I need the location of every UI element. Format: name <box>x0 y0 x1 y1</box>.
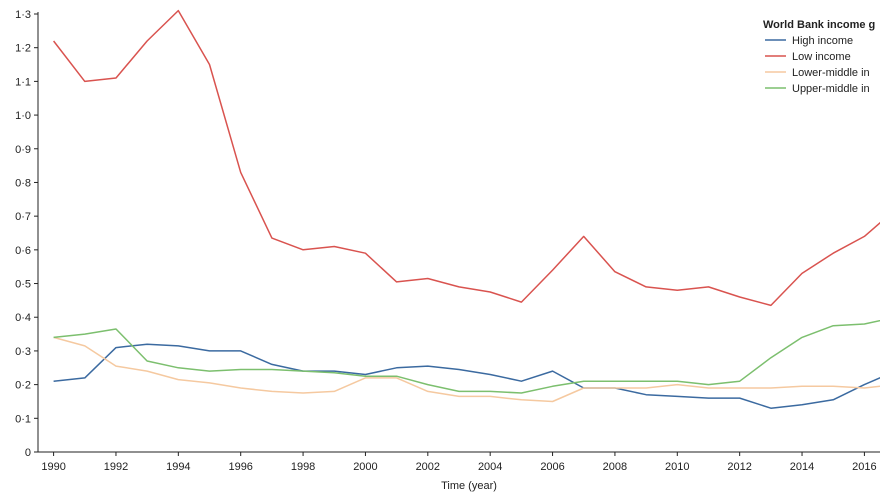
y-tick-label: 0·5 <box>15 279 31 291</box>
y-tick-label: 0·6 <box>15 245 31 257</box>
x-tick-label: 2010 <box>665 461 689 473</box>
series-line-low-income <box>53 9 880 307</box>
legend-label: Low income <box>792 51 851 63</box>
legend-title: World Bank income g <box>763 19 875 31</box>
x-tick-label: 1996 <box>228 461 252 473</box>
x-tick-label: 1990 <box>41 461 65 473</box>
y-tick-label: 1·2 <box>15 43 31 55</box>
y-tick-label: 1·1 <box>15 76 31 88</box>
y-tick-label: 1·3 <box>15 9 31 21</box>
y-tick-label: 0·9 <box>15 144 31 156</box>
x-tick-label: 1992 <box>104 461 128 473</box>
x-tick-label: 2008 <box>603 461 627 473</box>
y-tick-label: 1·0 <box>15 110 31 122</box>
y-tick-label: 0·1 <box>15 413 31 425</box>
y-tick-label: 0 <box>25 447 31 459</box>
x-tick-label: 1998 <box>291 461 315 473</box>
y-tick-label: 0·3 <box>15 346 31 358</box>
legend: World Bank income g High income Low incom… <box>763 19 875 95</box>
series-lines <box>53 9 880 409</box>
y-tick-label: 0·7 <box>15 211 31 223</box>
y-tick-label: 0·8 <box>15 177 31 189</box>
x-axis-title: Time (year) <box>441 480 497 492</box>
legend-label: Lower-middle in <box>792 67 870 79</box>
x-tick-label: 2002 <box>416 461 440 473</box>
y-tick-label: 0·4 <box>15 312 31 324</box>
legend-label: Upper-middle in <box>792 83 870 95</box>
x-tick-label: 2014 <box>790 461 814 473</box>
legend-items: High income Low income Lower-middle in Uppe… <box>765 35 870 95</box>
axes <box>37 12 880 453</box>
x-tick-label: 2012 <box>727 461 751 473</box>
x-axis-ticks: 1990 1992 1994 1996 1998 2000 2002 2004 2006 2008… <box>41 452 877 473</box>
x-tick-label: 2004 <box>478 461 502 473</box>
series-line-high-income <box>53 343 880 409</box>
series-line-upper-middle-in <box>53 319 880 394</box>
y-tick-label: 0·2 <box>15 380 31 392</box>
legend-label: High income <box>792 35 853 47</box>
x-tick-label: 2000 <box>353 461 377 473</box>
x-tick-label: 1994 <box>166 461 190 473</box>
x-tick-label: 2016 <box>852 461 876 473</box>
y-axis-ticks: 0 0·1 0·2 0·3 0·4 0·5 0·6 0·7 0·8 0·9 1·0 1·1 1·2 1·3 <box>15 9 38 459</box>
series-line-lower-middle-in <box>53 336 880 403</box>
x-tick-label: 2006 <box>540 461 564 473</box>
